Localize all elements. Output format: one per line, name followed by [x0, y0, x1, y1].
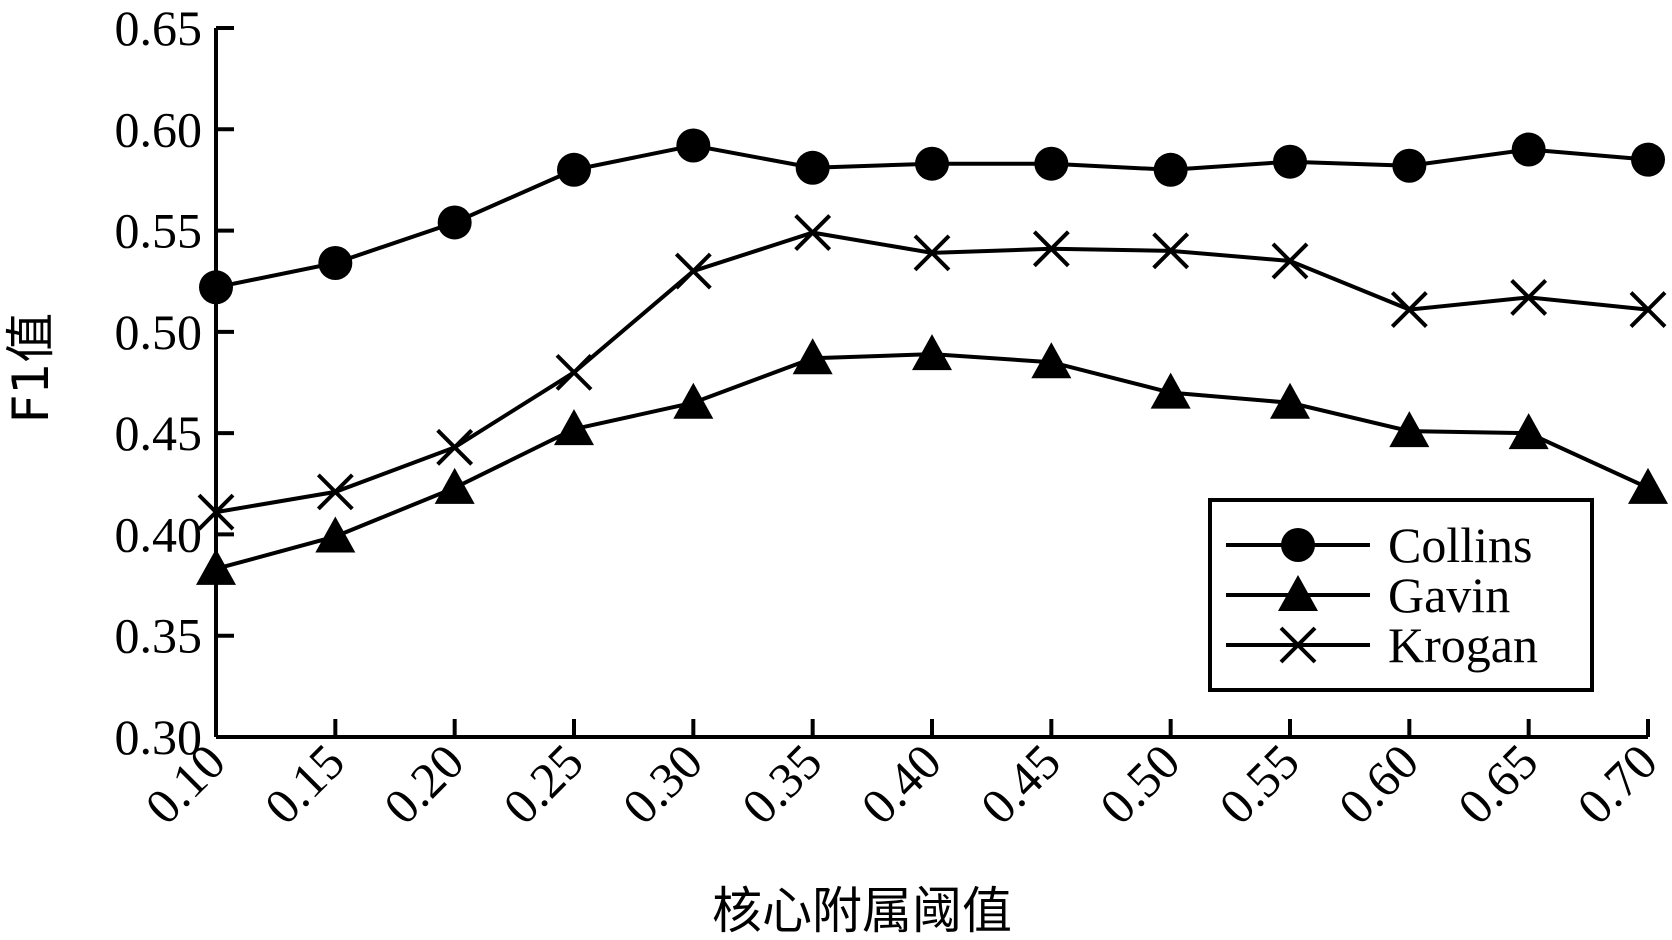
y-tick-label: 0.30 [115, 709, 203, 765]
y-tick-label: 0.35 [115, 608, 203, 664]
data-point-gavin [792, 338, 833, 375]
x-tick-label: 0.20 [373, 733, 474, 834]
data-point-krogan [555, 353, 593, 391]
x-tick-label: 0.70 [1566, 733, 1667, 834]
legend-label-collins: Collins [1388, 517, 1532, 573]
data-point-collins [1511, 132, 1546, 167]
data-point-collins [915, 146, 949, 181]
data-point-gavin [673, 382, 714, 419]
y-tick-label: 0.55 [115, 203, 203, 259]
data-point-gavin [1150, 372, 1191, 409]
data-point-gavin [434, 467, 475, 504]
data-point-krogan [1390, 291, 1428, 328]
legend-marker-collins [1281, 528, 1315, 562]
data-point-krogan [913, 234, 951, 272]
data-point-krogan [794, 214, 832, 252]
x-tick-label: 0.65 [1447, 733, 1548, 834]
axes: 0.300.350.400.450.500.550.600.650.10 0.15… [115, 0, 1668, 835]
y-tick-label: 0.50 [115, 304, 203, 360]
y-tick-label: 0.40 [115, 506, 203, 562]
data-point-gavin [1389, 411, 1430, 448]
data-point-krogan [316, 473, 354, 511]
data-point-collins [1034, 146, 1069, 181]
x-tick-label: 0.60 [1328, 733, 1429, 834]
data-point-collins [676, 128, 711, 163]
data-point-gavin [1031, 342, 1072, 379]
x-tick-label: 0.40 [850, 733, 951, 834]
data-point-gavin [1628, 467, 1668, 504]
data-point-collins [1631, 142, 1665, 177]
data-point-gavin [554, 409, 594, 446]
legend-marker-gavin [1278, 575, 1318, 611]
data-point-collins [1273, 144, 1307, 179]
legend-marker-krogan [1279, 626, 1317, 664]
x-tick-label: 0.15 [254, 733, 355, 834]
series-line-krogan [215, 230, 1649, 515]
x-tick-label: 0.45 [970, 733, 1071, 834]
data-point-krogan [674, 252, 712, 290]
x-tick-label: 0.50 [1089, 733, 1190, 834]
x-tick-label: 0.30 [612, 733, 713, 834]
data-point-collins [1153, 152, 1188, 187]
data-point-collins [795, 150, 830, 185]
data-point-krogan [1510, 279, 1548, 316]
x-axis-title: 核心附属阈值 [712, 882, 1012, 940]
data-point-gavin [912, 334, 952, 371]
x-tick-label: 0.35 [731, 733, 832, 834]
data-point-krogan [436, 428, 474, 466]
data-point-collins [437, 205, 472, 240]
data-point-gavin [1508, 413, 1549, 450]
series-markers [196, 128, 1668, 585]
x-tick-label: 0.25 [492, 733, 593, 834]
data-point-krogan [1152, 232, 1190, 270]
y-tick-label: 0.45 [115, 405, 203, 461]
data-point-collins [1392, 148, 1427, 183]
data-point-krogan [1629, 291, 1667, 328]
data-point-krogan [1271, 242, 1309, 280]
legend-label-gavin: Gavin [1388, 567, 1510, 623]
data-point-collins [318, 245, 353, 280]
legend-label-krogan: Krogan [1388, 617, 1538, 673]
y-tick-label: 0.60 [115, 101, 203, 157]
data-point-gavin [315, 516, 356, 553]
data-point-krogan [1032, 230, 1070, 268]
data-point-collins [557, 152, 591, 187]
x-tick-label: 0.55 [1208, 733, 1309, 834]
data-point-gavin [1270, 382, 1310, 419]
y-axis-title: F1值 [2, 313, 60, 424]
y-tick-label: 0.65 [115, 0, 203, 56]
